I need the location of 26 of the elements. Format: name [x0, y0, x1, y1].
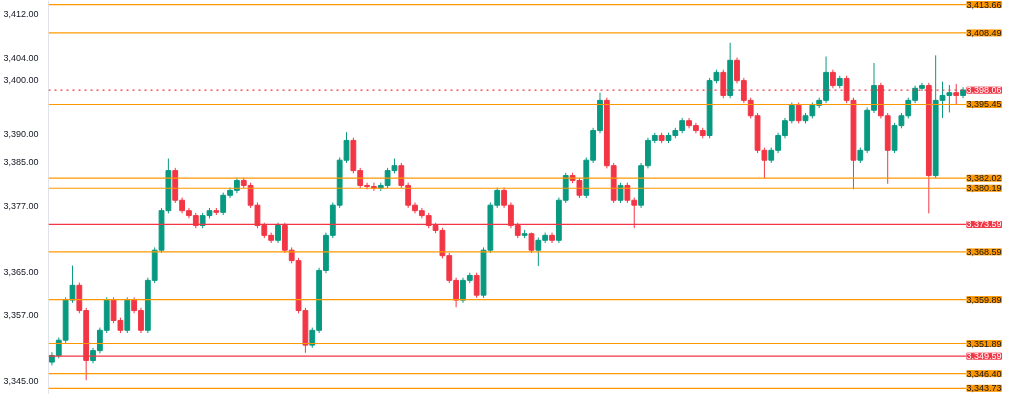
- ref-line-label: 3,395.45: [966, 99, 1002, 110]
- y-tick-label: 3,390.00: [3, 129, 39, 140]
- y-tick-label: 3,365.00: [3, 266, 39, 277]
- ref-line-label: 3,398.06: [966, 85, 1002, 96]
- ref-line-label: 3,413.66: [966, 0, 1002, 10]
- ref-line-label: 3,408.49: [966, 27, 1002, 38]
- candlestick: [473, 272, 480, 299]
- y-tick-label: 3,412.00: [3, 8, 39, 19]
- ref-line-label: 3,359.89: [966, 294, 1002, 305]
- ref-line-label: 3,380.19: [966, 183, 1002, 194]
- y-tick-label: 3,400.00: [3, 74, 39, 85]
- ref-line-label: 3,368.59: [966, 246, 1002, 257]
- ref-line-label: 3,351.89: [966, 338, 1002, 349]
- y-tick-label: 3,357.00: [3, 310, 39, 321]
- y-tick-label: 3,377.00: [3, 200, 39, 211]
- y-tick-label: 3,345.00: [3, 376, 39, 387]
- candlestick: [275, 222, 281, 244]
- ref-line-label: 3,349.59: [966, 351, 1002, 362]
- ref-line-label: 3,373.59: [966, 219, 1002, 230]
- y-tick-label: 3,404.00: [3, 52, 39, 63]
- y-tick-label: 3,385.00: [3, 156, 39, 167]
- ref-line-label: 3,382.02: [966, 173, 1002, 184]
- ref-line-label: 3,343.73: [966, 383, 1002, 394]
- candlestick: [795, 102, 802, 124]
- ref-line-label: 3,346.40: [966, 368, 1002, 379]
- candlestick: [830, 69, 836, 89]
